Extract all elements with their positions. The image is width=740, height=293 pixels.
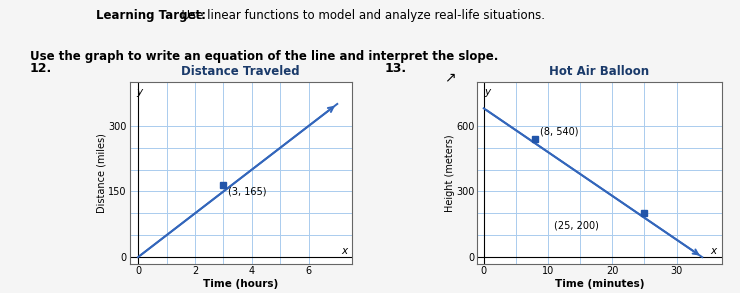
Text: x: x <box>341 246 347 256</box>
Text: Hot Air Balloon: Hot Air Balloon <box>549 65 650 78</box>
X-axis label: Time (hours): Time (hours) <box>203 279 278 289</box>
Text: Use linear functions to model and analyze real-life situations.: Use linear functions to model and analyz… <box>174 9 545 22</box>
Text: (25, 200): (25, 200) <box>554 221 599 231</box>
Text: (3, 165): (3, 165) <box>228 187 266 197</box>
Text: Learning Target:: Learning Target: <box>96 9 206 22</box>
X-axis label: Time (minutes): Time (minutes) <box>555 279 644 289</box>
Text: Distance Traveled: Distance Traveled <box>181 65 300 78</box>
Text: 12.: 12. <box>30 62 52 74</box>
Text: ↗: ↗ <box>444 70 456 84</box>
Y-axis label: Height (meters): Height (meters) <box>445 134 455 212</box>
Text: x: x <box>710 246 717 256</box>
Text: Use the graph to write an equation of the line and interpret the slope.: Use the graph to write an equation of th… <box>30 50 498 63</box>
Y-axis label: Distance (miles): Distance (miles) <box>97 133 107 213</box>
Text: 13.: 13. <box>385 62 407 74</box>
Text: y: y <box>485 87 491 97</box>
Text: y: y <box>136 87 142 97</box>
Text: (8, 540): (8, 540) <box>540 127 579 137</box>
